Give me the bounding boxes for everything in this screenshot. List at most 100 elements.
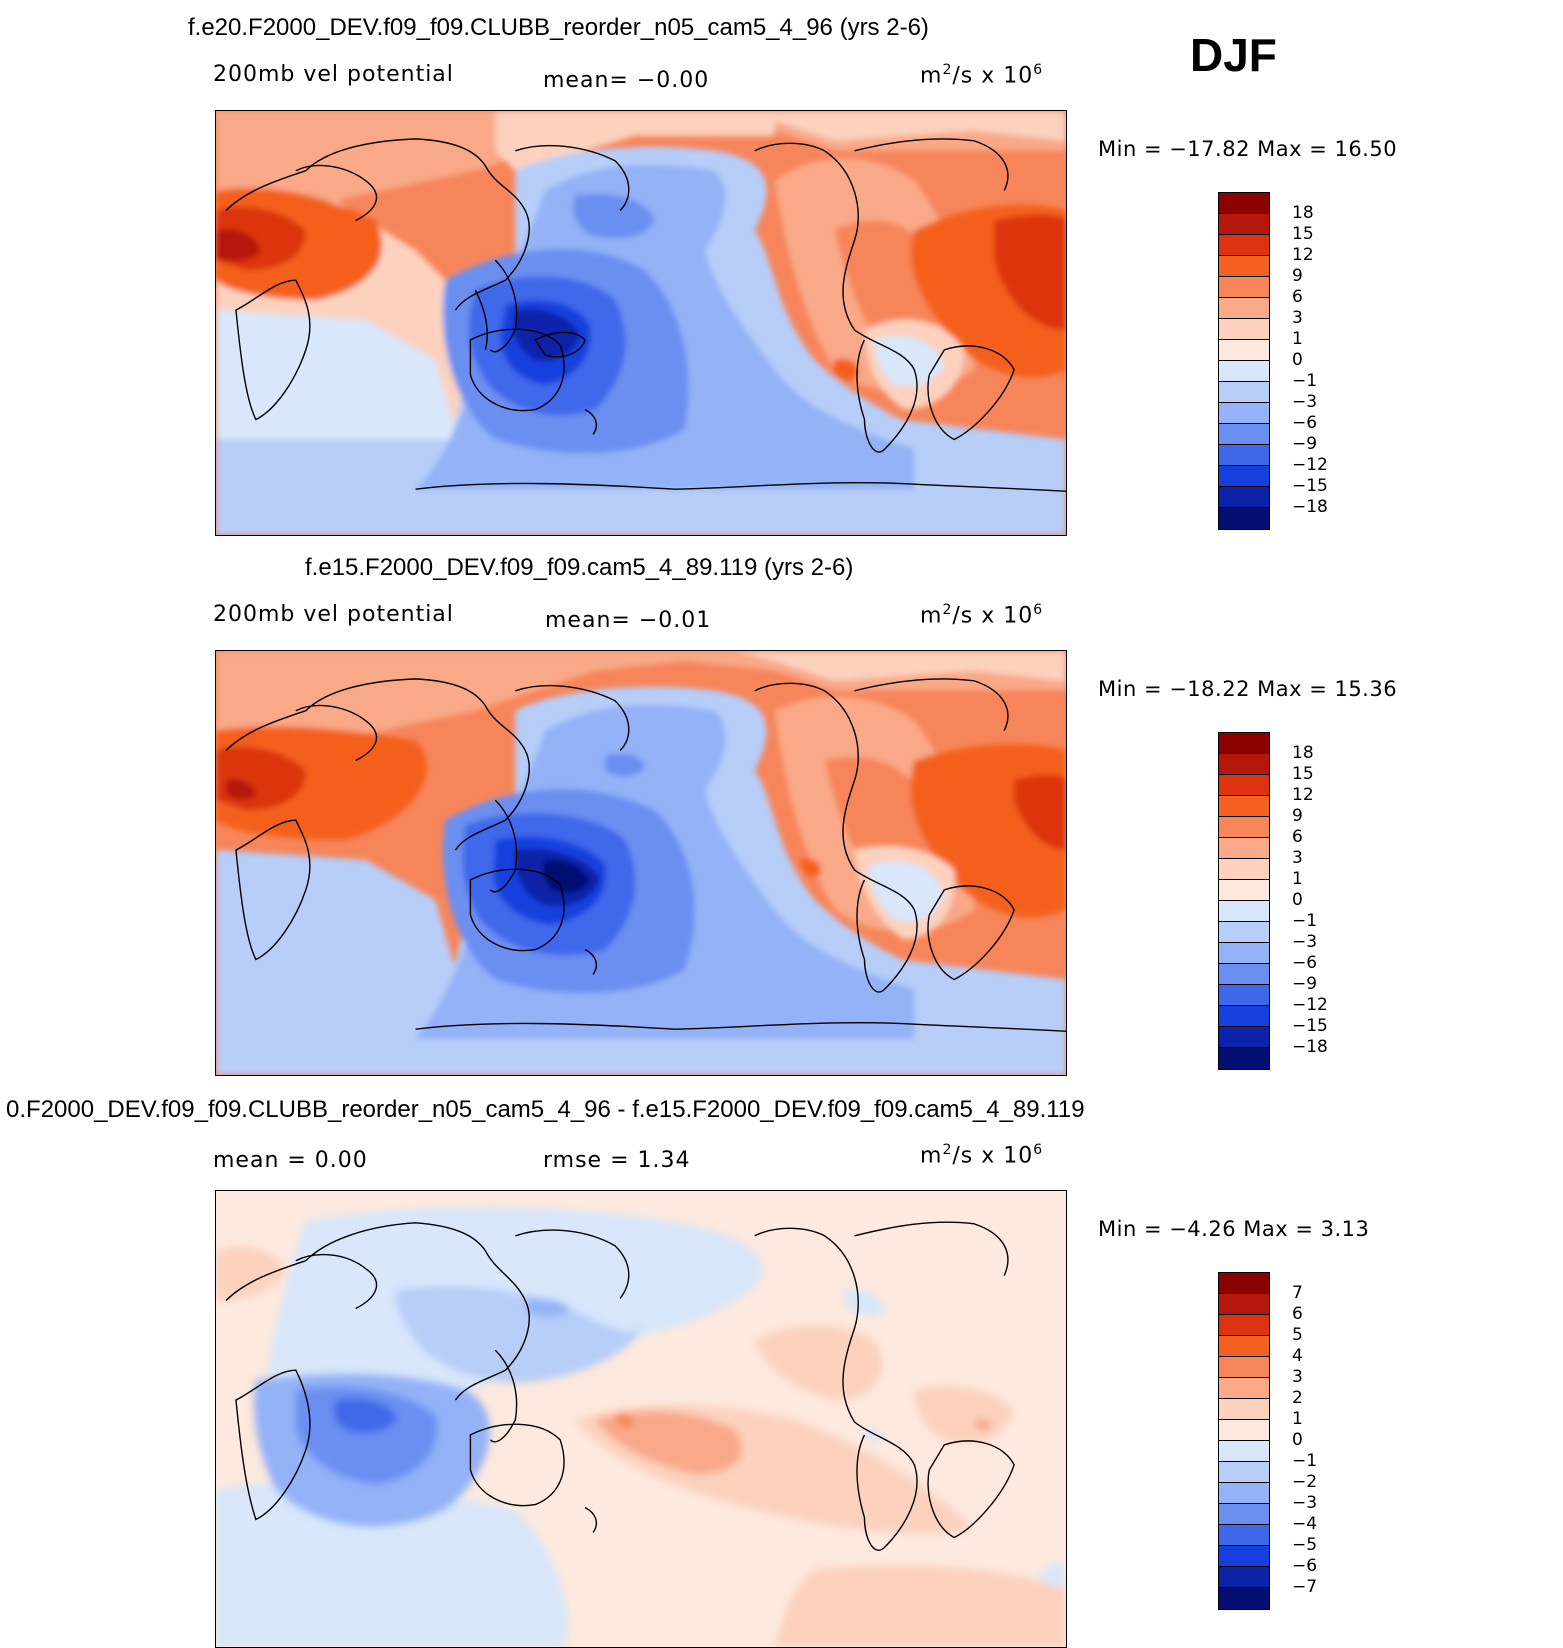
panel-3-rmse-label: rmse = 1.34	[543, 1148, 691, 1173]
colorbar-tick-label: 9	[1292, 266, 1303, 286]
colorbar-swatch	[1219, 382, 1269, 403]
panel-2-title: f.e15.F2000_DEV.f09_f09.cam5_4_89.119 (y…	[305, 554, 854, 581]
coastlines	[225, 138, 1066, 492]
panel-2-contour-field	[216, 651, 1066, 1075]
colorbar-tick-label: 9	[1292, 806, 1303, 826]
colorbar-swatch	[1219, 298, 1269, 319]
colorbar-tick-label: −12	[1292, 995, 1328, 1015]
panel-3-title: 0.F2000_DEV.f09_f09.CLUBB_reorder_n05_ca…	[6, 1096, 1085, 1123]
colorbar-tick-label: 1	[1292, 1409, 1303, 1429]
colorbar-swatch	[1219, 796, 1269, 817]
panel-1-contour-field	[216, 111, 1066, 535]
colorbar-tick-label: 6	[1292, 1304, 1303, 1324]
colorbar-swatch	[1219, 508, 1269, 529]
colorbar-swatch	[1219, 193, 1269, 214]
colorbar-tick-label: −1	[1292, 371, 1318, 391]
panel-3-map	[215, 1190, 1067, 1648]
panel-1-mean-label: mean= −0.00	[543, 68, 710, 93]
colorbar-swatch	[1219, 466, 1269, 487]
panel-2-map	[215, 650, 1067, 1076]
coastlines	[225, 678, 1066, 1032]
colorbar-tick-label: −18	[1292, 497, 1328, 517]
colorbar-tick-label: 5	[1292, 1325, 1303, 1345]
colorbar-swatch	[1219, 445, 1269, 466]
colorbar-tick-label: 3	[1292, 308, 1303, 328]
colorbar-swatch	[1219, 1048, 1269, 1069]
colorbar-tick-label: −3	[1292, 932, 1318, 952]
colorbar-swatch	[1219, 487, 1269, 508]
panel-1-map	[215, 110, 1067, 536]
panel-1-colorbar	[1218, 192, 1270, 530]
units-sup-1: 2	[942, 62, 953, 78]
panel-3-contour-field	[216, 1191, 1066, 1647]
colorbar-tick-label: 0	[1292, 350, 1303, 370]
colorbar-swatch	[1219, 361, 1269, 382]
colorbar-tick-label: 12	[1292, 785, 1314, 805]
units-sup-2: 6	[1033, 602, 1044, 618]
colorbar-swatch	[1219, 1420, 1269, 1441]
colorbar-tick-label: 7	[1292, 1283, 1303, 1303]
colorbar-swatch	[1219, 1336, 1269, 1357]
colorbar-tick-label: −12	[1292, 455, 1328, 475]
colorbar-tick-label: 6	[1292, 827, 1303, 847]
colorbar-tick-label: 1	[1292, 329, 1303, 349]
colorbar-swatch	[1219, 1378, 1269, 1399]
colorbar-swatch	[1219, 922, 1269, 943]
colorbar-swatch	[1219, 775, 1269, 796]
colorbar-tick-label: 1	[1292, 869, 1303, 889]
colorbar-swatch	[1219, 1027, 1269, 1048]
colorbar-tick-label: −15	[1292, 1016, 1328, 1036]
colorbar-tick-label: −9	[1292, 974, 1318, 994]
colorbar-swatch	[1219, 424, 1269, 445]
colorbar-swatch	[1219, 1315, 1269, 1336]
colorbar-swatch	[1219, 1294, 1269, 1315]
colorbar-swatch	[1219, 1588, 1269, 1609]
colorbar-swatch	[1219, 277, 1269, 298]
units-mid: /s x 10	[952, 63, 1034, 89]
colorbar-tick-label: −18	[1292, 1037, 1328, 1057]
units-sup-1: 2	[942, 602, 953, 618]
colorbar-swatch	[1219, 817, 1269, 838]
units-sup-2: 6	[1033, 62, 1044, 78]
colorbar-swatch	[1219, 1525, 1269, 1546]
colorbar-swatch	[1219, 880, 1269, 901]
colorbar-swatch	[1219, 1399, 1269, 1420]
colorbar-swatch	[1219, 943, 1269, 964]
panel-1-units: m2/s x 106	[920, 62, 1043, 88]
units-prefix: m	[920, 1143, 943, 1169]
colorbar-tick-label: −1	[1292, 911, 1318, 931]
panel-2-mean-label: mean= −0.01	[545, 608, 712, 633]
colorbar-swatch	[1219, 1462, 1269, 1483]
units-mid: /s x 10	[952, 1143, 1034, 1169]
colorbar-swatch	[1219, 1504, 1269, 1525]
colorbar-tick-label: −2	[1292, 1472, 1318, 1492]
colorbar-swatch	[1219, 1441, 1269, 1462]
colorbar-swatch	[1219, 1357, 1269, 1378]
panel-1-minmax: Min = −17.82 Max = 16.50	[1098, 137, 1398, 161]
colorbar-swatch	[1219, 403, 1269, 424]
colorbar-tick-label: −3	[1292, 1493, 1318, 1513]
panel-3-mean-label: mean = 0.00	[213, 1148, 368, 1173]
units-prefix: m	[920, 603, 943, 629]
colorbar-tick-label: 18	[1292, 203, 1314, 223]
colorbar-tick-label: −4	[1292, 1514, 1318, 1534]
panel-2-colorbar	[1218, 732, 1270, 1070]
colorbar-swatch	[1219, 1273, 1269, 1294]
colorbar-tick-label: 0	[1292, 890, 1303, 910]
colorbar-swatch	[1219, 754, 1269, 775]
colorbar-tick-label: 0	[1292, 1430, 1303, 1450]
colorbar-swatch	[1219, 340, 1269, 361]
panel-3-units: m2/s x 106	[920, 1142, 1043, 1168]
colorbar-tick-label: −5	[1292, 1535, 1318, 1555]
colorbar-tick-label: 4	[1292, 1346, 1303, 1366]
colorbar-tick-label: 3	[1292, 1367, 1303, 1387]
colorbar-swatch	[1219, 901, 1269, 922]
panel-2-minmax: Min = −18.22 Max = 15.36	[1098, 677, 1398, 701]
colorbar-tick-label: 12	[1292, 245, 1314, 265]
colorbar-tick-label: −9	[1292, 434, 1318, 454]
season-label: DJF	[1190, 29, 1277, 81]
colorbar-tick-label: 2	[1292, 1388, 1303, 1408]
panel-2-units: m2/s x 106	[920, 602, 1043, 628]
colorbar-swatch	[1219, 235, 1269, 256]
colorbar-swatch	[1219, 1006, 1269, 1027]
